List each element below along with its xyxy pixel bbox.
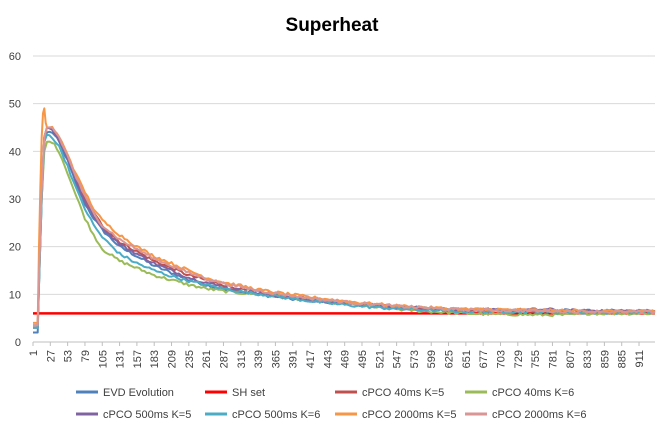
legend-item: SH set [205, 387, 265, 399]
x-axis-tick-labels: 1 27 53 79 105 131 157 183 209 235 261 287 313 339 365… [28, 342, 646, 368]
x-tick-label: 547 [392, 350, 404, 368]
x-tick-label: 27 [45, 350, 57, 362]
x-tick-label: 417 [305, 350, 317, 368]
series-line-cpco-500ms-k-5 [33, 126, 656, 329]
gridlines [33, 55, 655, 295]
x-tick-label: 287 [218, 350, 230, 368]
legend-item: cPCO 2000ms K=6 [465, 409, 586, 421]
x-tick-label: 339 [253, 350, 265, 368]
x-tick-label: 391 [288, 350, 300, 368]
legend-item: cPCO 500ms K=6 [205, 409, 320, 421]
x-tick-label: 885 [617, 350, 629, 368]
x-tick-label: 235 [184, 350, 196, 368]
y-axis-tick-labels: 0 10 20 30 40 50 60 [9, 51, 21, 349]
legend-label: EVD Evolution [103, 387, 174, 399]
series-line-cpco-2000ms-k-5 [33, 107, 656, 324]
x-tick-label: 599 [426, 350, 438, 368]
legend-label: cPCO 40ms K=6 [492, 387, 574, 399]
legend-label: cPCO 500ms K=6 [232, 409, 320, 421]
y-tick-label: 10 [9, 289, 21, 301]
legend-item: cPCO 40ms K=6 [465, 387, 574, 399]
legend-label: cPCO 2000ms K=5 [362, 409, 456, 421]
x-tick-label: 651 [461, 350, 473, 368]
x-tick-label: 911 [634, 350, 646, 368]
x-tick-label: 1 [28, 350, 40, 356]
x-tick-label: 157 [132, 350, 144, 368]
x-tick-label: 131 [115, 350, 127, 368]
x-tick-label: 625 [444, 350, 456, 368]
series-line-cpco-500ms-k-6 [33, 133, 656, 329]
x-tick-label: 807 [565, 350, 577, 368]
x-tick-label: 781 [547, 350, 559, 368]
x-tick-label: 105 [97, 350, 109, 368]
y-tick-label: 20 [9, 242, 21, 254]
legend-item: EVD Evolution [76, 387, 174, 399]
legend-label: SH set [232, 387, 265, 399]
legend-item: cPCO 500ms K=5 [76, 409, 191, 421]
x-tick-label: 469 [340, 350, 352, 368]
series-line-cpco-2000ms-k-6 [33, 126, 656, 327]
x-tick-label: 729 [513, 350, 525, 368]
x-tick-label: 443 [322, 350, 334, 368]
x-tick-label: 755 [530, 350, 542, 368]
x-tick-label: 833 [582, 350, 594, 368]
y-tick-label: 30 [9, 194, 21, 206]
x-tick-label: 521 [374, 350, 386, 368]
series-line-cpco-40ms-k-6 [33, 140, 656, 329]
x-tick-label: 573 [409, 350, 421, 368]
chart-title: Superheat [286, 15, 380, 36]
y-tick-label: 60 [9, 51, 21, 63]
x-tick-label: 365 [270, 350, 282, 368]
x-tick-label: 495 [357, 350, 369, 368]
x-tick-label: 261 [201, 350, 213, 368]
x-tick-label: 703 [495, 350, 507, 368]
legend-item: cPCO 40ms K=5 [335, 387, 444, 399]
x-tick-label: 313 [236, 350, 248, 368]
legend-label: cPCO 2000ms K=6 [492, 409, 586, 421]
x-tick-label: 677 [478, 350, 490, 368]
x-tick-label: 53 [63, 350, 75, 362]
legend-label: cPCO 500ms K=5 [103, 409, 191, 421]
x-tick-label: 209 [167, 350, 179, 368]
legend-item: cPCO 2000ms K=5 [335, 409, 456, 421]
y-tick-label: 50 [9, 99, 21, 111]
y-tick-label: 40 [9, 146, 21, 158]
x-tick-label: 183 [149, 350, 161, 368]
x-tick-label: 859 [599, 350, 611, 368]
legend: EVD Evolution SH set cPCO 40ms K=5 cPCO 40m… [76, 387, 586, 421]
legend-label: cPCO 40ms K=5 [362, 387, 444, 399]
series-line-cpco-40ms-k-5 [33, 126, 656, 327]
series-lines [33, 107, 656, 334]
y-tick-label: 0 [15, 337, 21, 349]
x-tick-label: 79 [80, 350, 92, 362]
